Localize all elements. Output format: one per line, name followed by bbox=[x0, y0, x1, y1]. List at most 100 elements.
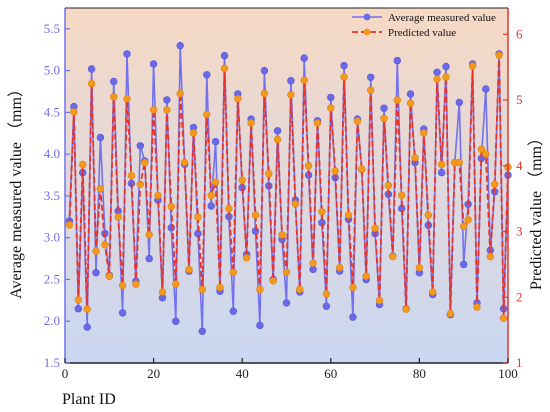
measured-point bbox=[118, 309, 127, 317]
predicted-point bbox=[473, 303, 481, 311]
predicted-point bbox=[273, 135, 282, 144]
predicted-point bbox=[242, 254, 251, 262]
measured-point bbox=[74, 305, 83, 313]
predicted-point bbox=[486, 252, 494, 261]
measured-point bbox=[260, 66, 269, 75]
predicted-point bbox=[367, 86, 375, 94]
predicted-point bbox=[349, 283, 357, 292]
legend: Average measured value Predicted value bbox=[352, 12, 496, 39]
predicted-point bbox=[380, 114, 388, 123]
predicted-point bbox=[433, 75, 441, 83]
predicted-point bbox=[109, 93, 118, 101]
measured-point bbox=[87, 65, 96, 73]
legend-label-predicted: Predicted value bbox=[388, 27, 456, 39]
predicted-point bbox=[384, 181, 393, 190]
x-tick-label: 80 bbox=[413, 366, 426, 381]
predicted-point bbox=[74, 296, 83, 304]
predicted-point bbox=[468, 62, 477, 70]
predicted-point bbox=[309, 259, 317, 267]
predicted-point bbox=[149, 106, 158, 114]
y-left-tick-label: 2.5 bbox=[44, 271, 60, 286]
predicted-point bbox=[424, 211, 432, 219]
measured-point bbox=[460, 260, 468, 269]
predicted-point bbox=[411, 154, 419, 162]
measured-point bbox=[149, 60, 158, 68]
predicted-point bbox=[398, 191, 406, 200]
predicted-point bbox=[300, 76, 308, 85]
predicted-point bbox=[491, 180, 499, 188]
y-left-tick-label: 4.5 bbox=[44, 104, 60, 119]
y-left-tick-label: 3.5 bbox=[44, 188, 60, 203]
predicted-point bbox=[132, 280, 140, 288]
measured-point bbox=[109, 77, 118, 86]
predicted-point bbox=[260, 89, 269, 98]
predicted-point bbox=[256, 285, 264, 294]
measured-point bbox=[207, 202, 215, 210]
predicted-point bbox=[234, 94, 242, 103]
predicted-point bbox=[163, 106, 171, 114]
measured-point bbox=[322, 302, 331, 310]
predicted-point bbox=[96, 185, 105, 193]
measured-point bbox=[282, 299, 291, 307]
predicted-point bbox=[207, 191, 215, 200]
predicted-point bbox=[446, 310, 455, 318]
predicted-point bbox=[265, 170, 273, 178]
predicted-point bbox=[136, 180, 145, 188]
predicted-point bbox=[238, 176, 246, 184]
measured-point bbox=[123, 50, 131, 58]
y-left-tick-label: 1.5 bbox=[44, 355, 60, 370]
predicted-point bbox=[336, 264, 344, 272]
predicted-point bbox=[358, 165, 366, 173]
legend-marker-predicted bbox=[363, 28, 371, 36]
measured-point bbox=[172, 317, 180, 325]
legend-label-measured: Average measured value bbox=[388, 12, 496, 24]
predicted-point bbox=[389, 252, 397, 261]
predicted-point bbox=[362, 272, 370, 280]
predicted-point bbox=[477, 145, 486, 154]
x-tick-label: 60 bbox=[324, 366, 337, 381]
predicted-point bbox=[278, 231, 286, 239]
predicted-point bbox=[141, 158, 149, 167]
predicted-point bbox=[203, 110, 211, 119]
measured-point bbox=[349, 313, 357, 321]
measured-point bbox=[229, 307, 238, 315]
measured-point bbox=[145, 254, 153, 263]
predicted-point bbox=[269, 277, 277, 285]
y-right-tick-label: 4 bbox=[516, 158, 523, 173]
predicted-point bbox=[158, 288, 167, 296]
measured-point bbox=[287, 76, 295, 85]
measured-point bbox=[176, 41, 184, 50]
predicted-point bbox=[455, 158, 463, 167]
measured-point bbox=[163, 96, 171, 104]
y-left-tick-label: 5.0 bbox=[44, 63, 60, 78]
series-layer bbox=[65, 41, 512, 335]
measured-point bbox=[406, 90, 415, 98]
predicted-point bbox=[304, 162, 313, 170]
x-axis-title: Plant ID bbox=[62, 391, 116, 408]
y-right-tick-label: 6 bbox=[516, 26, 523, 41]
predicted-point bbox=[185, 265, 193, 274]
y-right-tick-label: 3 bbox=[516, 224, 523, 239]
measured-point bbox=[300, 54, 308, 62]
measured-point bbox=[92, 269, 100, 277]
measured-point bbox=[203, 71, 211, 79]
measured-point bbox=[433, 68, 441, 77]
legend-marker-measured bbox=[363, 13, 371, 21]
predicted-point bbox=[105, 272, 114, 280]
predicted-point bbox=[353, 117, 362, 125]
predicted-point bbox=[127, 171, 136, 180]
predicted-point bbox=[406, 99, 415, 108]
measured-point bbox=[273, 127, 282, 135]
predicted-point bbox=[296, 285, 304, 294]
predicted-point bbox=[460, 222, 468, 231]
predicted-point bbox=[101, 241, 109, 249]
predicted-point bbox=[78, 160, 87, 169]
predicted-point bbox=[172, 280, 180, 288]
y-left-tick-label: 2.0 bbox=[44, 313, 60, 328]
predicted-point bbox=[180, 158, 189, 167]
predicted-point bbox=[176, 89, 184, 98]
predicted-point bbox=[70, 108, 78, 116]
predicted-point bbox=[318, 208, 326, 216]
